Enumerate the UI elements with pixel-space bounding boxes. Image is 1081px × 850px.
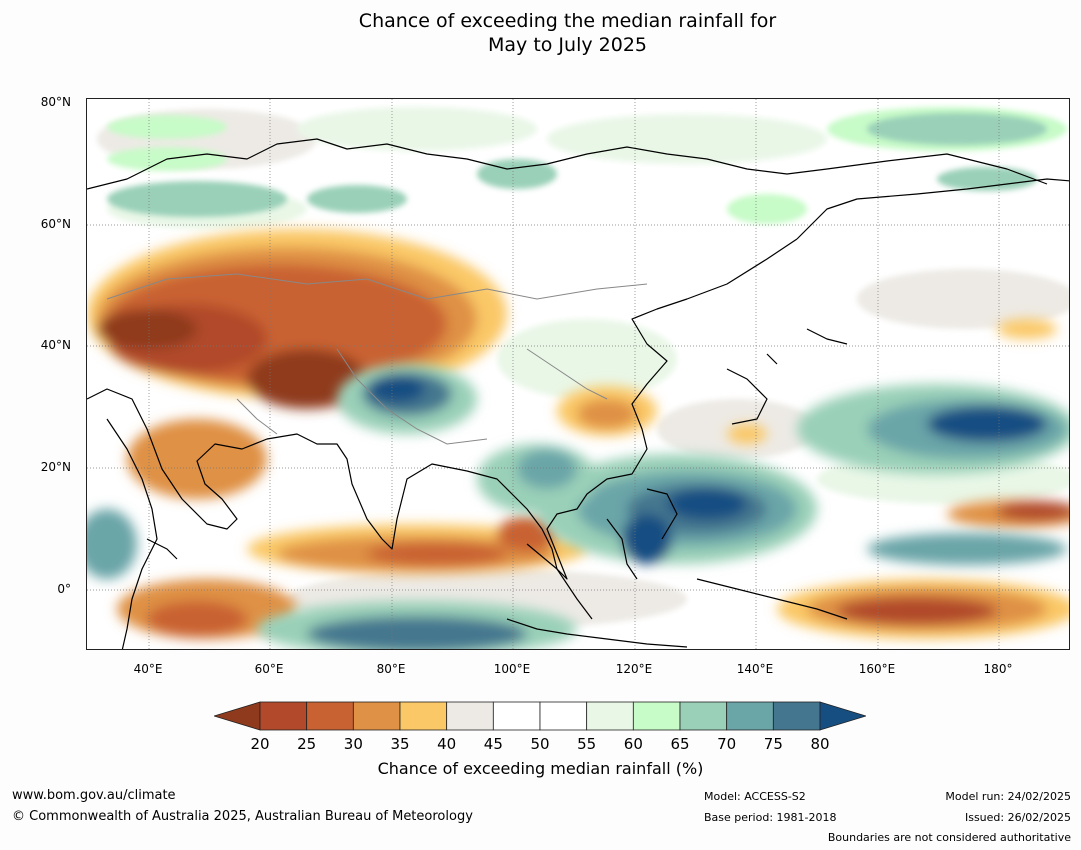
wetter-north-regions bbox=[107, 113, 1047, 224]
lon-label-180: 180° bbox=[983, 662, 1013, 676]
colorbar-tick-label: 20 bbox=[250, 735, 270, 753]
colorbar bbox=[214, 701, 866, 731]
colorbar-tick-label: 45 bbox=[483, 735, 503, 753]
coastlines bbox=[87, 138, 1069, 649]
lat-label-80n: 80°N bbox=[40, 95, 71, 109]
lon-label-80e: 80°E bbox=[376, 662, 406, 676]
lon-label-100e: 100°E bbox=[493, 662, 531, 676]
lat-label-40n: 40°N bbox=[40, 338, 71, 352]
model-text: Model: ACCESS-S2 bbox=[704, 790, 806, 803]
colorbar-tick-label: 30 bbox=[343, 735, 363, 753]
colorbar-tick-label: 70 bbox=[717, 735, 737, 753]
drier-regions bbox=[87, 229, 1069, 639]
website-link[interactable]: www.bom.gov.au/climate bbox=[12, 788, 176, 803]
lon-label-140e: 140°E bbox=[736, 662, 774, 676]
colorbar-segment bbox=[492, 701, 541, 731]
colorbar-extend-high bbox=[819, 701, 866, 731]
colorbar-title: Chance of exceeding median rainfall (%) bbox=[377, 759, 704, 778]
lon-label-40e: 40°E bbox=[133, 662, 163, 676]
colorbar-segment bbox=[352, 701, 401, 731]
disclaimer-text: Boundaries are not considered authoritat… bbox=[827, 831, 1071, 844]
map-gridlines bbox=[87, 99, 1069, 649]
colorbar-segment bbox=[259, 701, 308, 731]
rainfall-map bbox=[86, 98, 1070, 650]
map-title: Chance of exceeding the median rainfall … bbox=[0, 9, 1081, 57]
wetter-regions bbox=[87, 364, 1069, 649]
colorbar-tick-label: 65 bbox=[670, 735, 690, 753]
lat-label-0: 0° bbox=[57, 582, 71, 596]
lat-label-60n: 60°N bbox=[40, 217, 71, 231]
lon-label-60e: 60°E bbox=[254, 662, 284, 676]
map-canvas bbox=[87, 99, 1069, 649]
colorbar-segment bbox=[306, 701, 354, 731]
colorbar-tick-label: 50 bbox=[530, 735, 550, 753]
colorbar-tick-label: 55 bbox=[577, 735, 597, 753]
colorbar-segment bbox=[632, 701, 681, 731]
colorbar-segment bbox=[539, 701, 588, 731]
country-borders bbox=[106, 273, 648, 445]
colorbar-extend-low bbox=[214, 701, 261, 731]
colorbar-segment bbox=[772, 701, 821, 731]
colorbar-tick-label: 75 bbox=[763, 735, 783, 753]
model-run-text: Model run: 24/02/2025 bbox=[945, 790, 1071, 803]
colorbar-segment bbox=[446, 701, 494, 731]
colorbar-tick-label: 40 bbox=[437, 735, 457, 753]
colorbar-segment bbox=[399, 701, 448, 731]
colorbar-tick-label: 25 bbox=[297, 735, 317, 753]
colorbar-segment bbox=[679, 701, 728, 731]
colorbar-tick-label: 35 bbox=[390, 735, 410, 753]
colorbar-segment bbox=[726, 701, 774, 731]
colorbar-segment bbox=[586, 701, 634, 731]
lon-label-120e: 120°E bbox=[615, 662, 653, 676]
colorbar-tick-label: 80 bbox=[810, 735, 830, 753]
title-line-2: May to July 2025 bbox=[488, 34, 647, 56]
copyright-text: © Commonwealth of Australia 2025, Austra… bbox=[12, 809, 473, 824]
lon-label-160e: 160°E bbox=[858, 662, 896, 676]
lat-label-20n: 20°N bbox=[40, 460, 71, 474]
colorbar-segments bbox=[214, 701, 866, 731]
title-line-1: Chance of exceeding the median rainfall … bbox=[358, 10, 777, 32]
colorbar-tick-label: 60 bbox=[623, 735, 643, 753]
issued-text: Issued: 26/02/2025 bbox=[964, 811, 1071, 824]
base-period-text: Base period: 1981-2018 bbox=[704, 811, 837, 824]
